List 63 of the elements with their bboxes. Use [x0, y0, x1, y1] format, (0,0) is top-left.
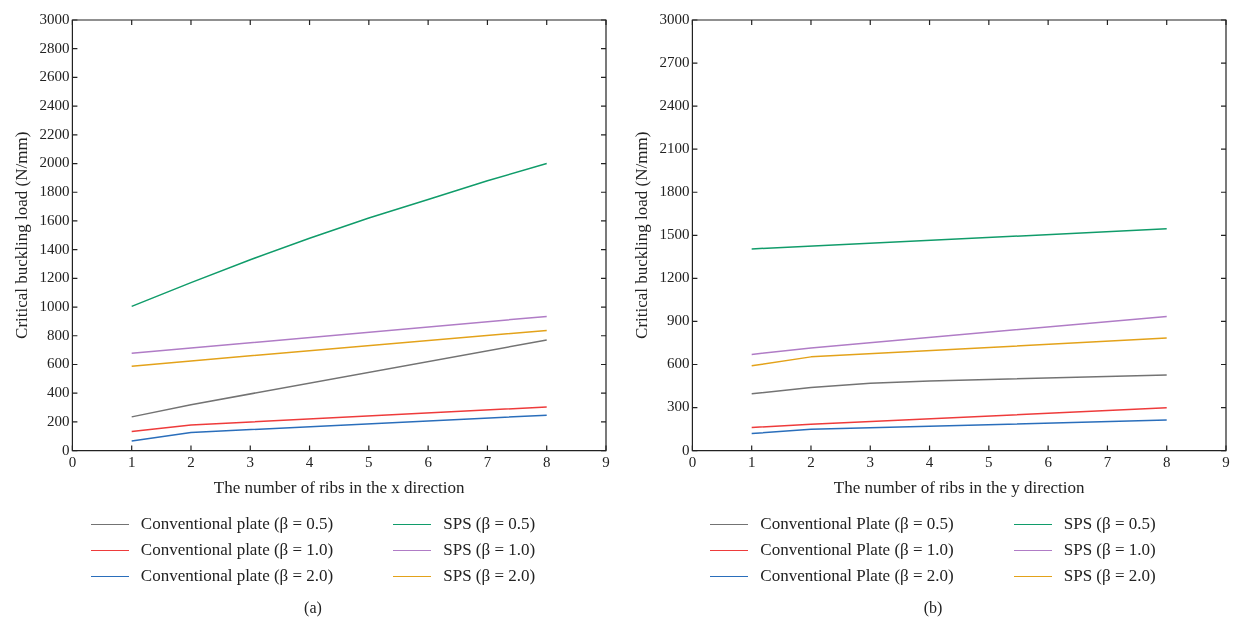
y-axis-title: Critical buckling load (N/mm) [11, 131, 31, 339]
y-tick-label: 2800 [39, 39, 70, 56]
x-axis-title: The number of ribs in the y direction [833, 478, 1086, 498]
legend-label: Conventional Plate (β = 0.5) [760, 514, 954, 534]
x-tick-label: 8 [542, 453, 551, 470]
y-tick-label: 2400 [39, 97, 70, 114]
y-tick-label: 2600 [39, 68, 70, 85]
y-tick-label: 1800 [659, 183, 690, 200]
y-tick-label: 800 [46, 326, 70, 343]
x-tick-label: 1 [127, 453, 136, 470]
y-tick-label: 1200 [39, 269, 70, 286]
text: (b) [922, 599, 944, 617]
x-tick-label: 2 [807, 453, 815, 470]
x-tick-label: 1 [747, 453, 756, 470]
legend-label: SPS (β = 1.0) [443, 540, 536, 560]
y-tick-label: 200 [46, 412, 70, 429]
legend-label: SPS (β = 0.5) [443, 514, 536, 534]
legend-label: Conventional Plate (β = 1.0) [760, 540, 954, 560]
y-tick-label: 3000 [39, 10, 70, 27]
x-tick-label: 9 [1222, 453, 1230, 470]
x-tick-label: 7 [483, 453, 492, 470]
legend-label: SPS (β = 2.0) [443, 566, 536, 586]
y-tick-label: 2400 [659, 97, 690, 114]
y-tick-label: 1200 [659, 269, 690, 286]
y-tick-label: 400 [46, 384, 70, 401]
x-tick-label: 8 [1162, 453, 1171, 470]
legend-label: Conventional plate (β = 0.5) [140, 514, 334, 534]
legend-label: Conventional Plate (β = 2.0) [760, 566, 954, 586]
y-tick-label: 1600 [39, 211, 70, 228]
x-tick-label: 7 [1103, 453, 1112, 470]
x-tick-label: 9 [602, 453, 610, 470]
y-axis-title: Critical buckling load (N/mm) [631, 131, 651, 339]
y-tick-label: 0 [681, 441, 690, 458]
y-tick-label: 2700 [659, 54, 690, 70]
y-tick-label: 2100 [659, 140, 690, 157]
x-tick-label: 5 [365, 453, 373, 470]
x-axis-title: The number of ribs in the x direction [213, 478, 466, 498]
y-tick-label: 1400 [39, 240, 70, 257]
y-tick-label: 300 [666, 398, 690, 415]
y-tick-label: 2000 [39, 154, 70, 171]
x-tick-label: 6 [424, 453, 433, 470]
x-tick-label: 4 [925, 453, 934, 470]
y-tick-label: 1800 [39, 183, 70, 200]
y-tick-label: 900 [666, 312, 690, 329]
legend-label: SPS (β = 2.0) [1063, 566, 1156, 586]
legend-label: SPS (β = 0.5) [1063, 514, 1156, 534]
x-tick-label: 4 [305, 453, 314, 470]
x-tick-label: 3 [246, 453, 255, 470]
legend-label: Conventional plate (β = 1.0) [140, 540, 334, 560]
x-tick-label: 6 [1044, 453, 1053, 470]
x-tick-label: 5 [985, 453, 993, 470]
y-tick-label: 2200 [39, 125, 70, 142]
y-tick-label: 600 [666, 355, 690, 372]
y-tick-label: 600 [46, 355, 70, 372]
legend-label: SPS (β = 1.0) [1063, 540, 1156, 560]
y-tick-label: 3000 [659, 10, 690, 27]
y-tick-label: 0 [61, 441, 70, 458]
y-tick-label: 1000 [39, 298, 70, 314]
legend-label: Conventional plate (β = 2.0) [140, 566, 334, 586]
x-tick-label: 3 [866, 453, 875, 470]
x-tick-label: 2 [187, 453, 195, 470]
text: (a) [303, 599, 323, 617]
y-tick-label: 1500 [659, 226, 690, 243]
